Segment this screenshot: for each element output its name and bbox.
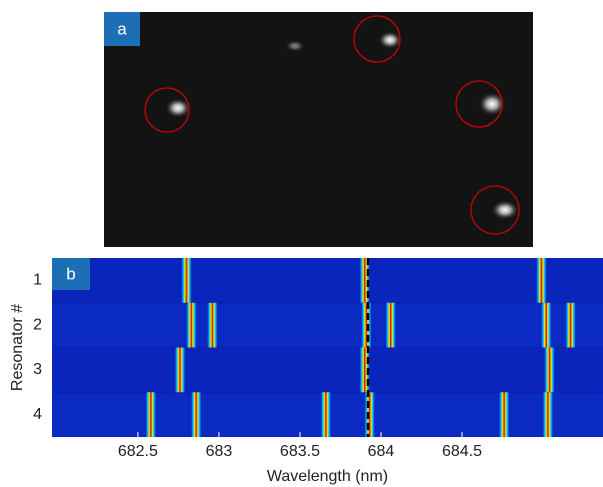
circle: [353, 15, 401, 63]
peak: [359, 258, 370, 303]
y-tick-label: 1: [33, 272, 42, 289]
peak: [542, 392, 553, 437]
y-tick-label: 2: [33, 316, 42, 333]
spot: [491, 200, 519, 220]
peak: [364, 392, 375, 437]
peak: [565, 302, 576, 348]
x-tick-label: 683: [206, 443, 233, 460]
circle: [455, 80, 503, 128]
peak: [385, 302, 396, 348]
y-tick-label: 4: [33, 406, 42, 423]
x-tick-label: 684.5: [442, 443, 482, 460]
row-band: [52, 303, 603, 347]
peak: [181, 258, 192, 303]
peak: [359, 347, 370, 393]
panel-label: a: [117, 19, 127, 38]
row-band: [52, 348, 603, 392]
row-band: [52, 259, 603, 302]
peak: [361, 302, 372, 348]
spot: [285, 40, 305, 52]
peak: [175, 347, 186, 393]
panel-a: a: [104, 12, 533, 247]
x-axis-label: Wavelength (nm): [267, 468, 388, 485]
peak: [541, 302, 552, 348]
x-tick-label: 683.5: [280, 443, 320, 460]
peak: [320, 392, 331, 437]
panel-label-box: [52, 258, 90, 290]
peak: [536, 258, 547, 303]
x-tick-label: 684: [368, 443, 395, 460]
peak: [207, 302, 218, 348]
y-tick-label: 3: [33, 361, 42, 378]
panel-b: 1 2 3 4 682.5 683 683.5 684 684.5 b Wavelength (nm…: [9, 258, 603, 485]
panel-label-box: [104, 12, 140, 46]
circle: [470, 185, 520, 235]
peak: [544, 347, 555, 393]
peak: [145, 392, 156, 437]
x-tick-label: 682.5: [118, 443, 158, 460]
spot: [378, 31, 402, 49]
camera-image: [104, 12, 533, 247]
circle: [144, 87, 190, 133]
spot: [165, 98, 191, 118]
spot: [478, 92, 506, 116]
peak: [191, 392, 202, 437]
peak: [186, 302, 197, 348]
y-axis-label: Resonator #: [9, 304, 26, 391]
peak: [499, 392, 510, 437]
panel-label: b: [66, 264, 75, 283]
